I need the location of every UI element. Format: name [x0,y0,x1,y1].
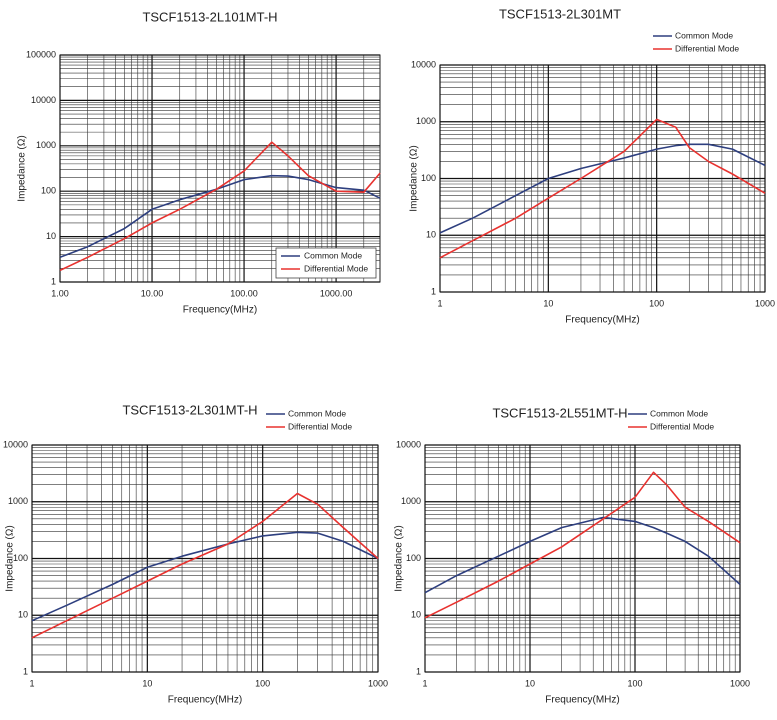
y-axis-label: Impedance (Ω) [409,145,420,211]
y-tick-label: 10 [411,610,421,620]
x-axis-label: Frequency(MHz) [183,305,257,316]
legend-label: Differential Mode [675,43,739,53]
x-tick-label: 1 [422,678,427,688]
y-axis-label: Impedance (Ω) [394,525,405,591]
y-tick-label: 1000 [36,140,56,150]
legend-label: Common Mode [304,250,362,260]
x-tick-label: 100 [649,298,664,308]
y-tick-label: 10000 [396,439,421,449]
chart: 1 10 100 1000 1 10 100 1000 10000 TSCF1513-2L301M… [3,402,388,705]
series-line [59,141,381,272]
x-tick-label: 100 [255,678,270,688]
x-axis-label: Frequency(MHz) [168,695,242,706]
x-tick-label: 100.00 [230,288,258,298]
y-tick-label: 1000 [8,496,28,506]
x-tick-label: 100 [627,678,642,688]
x-tick-label: 1000 [368,678,388,688]
series-line [424,471,741,619]
y-tick-label: 100 [41,186,56,196]
legend-box [275,247,377,279]
x-axis-label: Frequency(MHz) [545,695,619,706]
y-tick-label: 10 [46,231,56,241]
y-tick-label: 10 [18,610,28,620]
chart-title: TSCF1513-2L301MT [499,6,621,21]
y-tick-label: 100000 [26,49,56,59]
y-axis-label: Impedance (Ω) [5,525,16,591]
series-line [439,118,766,259]
y-tick-label: 1000 [401,496,421,506]
legend-label: Common Mode [288,408,346,418]
x-tick-label: 1.00 [51,288,69,298]
y-tick-label: 1 [431,286,436,296]
series-line [439,143,766,234]
legend-label: Differential Mode [650,421,714,431]
x-axis-label: Frequency(MHz) [565,315,639,326]
y-tick-label: 10000 [31,95,56,105]
y-tick-label: 10000 [411,59,436,69]
chart-title: TSCF1513-2L551MT-H [492,405,627,420]
y-tick-label: 100 [406,553,421,563]
y-tick-label: 100 [421,173,436,183]
x-tick-label: 10 [525,678,535,688]
series-line [59,174,381,259]
y-tick-label: 1 [23,666,28,676]
x-tick-label: 10 [142,678,152,688]
x-tick-label: 1 [29,678,34,688]
chart: 1 10 100 1000 1 10 100 1000 10000 TSCF1513-2L301M… [409,6,775,325]
x-tick-label: 1000.00 [320,288,353,298]
legend-label: Common Mode [675,30,733,40]
y-tick-label: 1 [51,276,56,286]
x-tick-label: 1000 [730,678,750,688]
legend-label: Differential Mode [288,421,352,431]
x-tick-label: 10.00 [141,288,164,298]
chart-title: TSCF1513-2L101MT-H [142,9,277,24]
legend-label: Common Mode [650,408,708,418]
series-line [31,492,379,639]
y-tick-label: 1 [416,666,421,676]
y-tick-label: 10000 [3,439,28,449]
y-axis-label: Impedance (Ω) [17,135,28,201]
chart-title: TSCF1513-2L301MT-H [122,402,257,417]
chart: 1 10 100 1000 1 10 100 1000 10000 TSCF1513-2L551M… [394,405,750,705]
x-tick-label: 10 [543,298,553,308]
legend-label: Differential Mode [304,263,368,273]
y-tick-label: 10 [426,230,436,240]
x-tick-label: 1000 [755,298,775,308]
series-line [424,516,741,594]
y-tick-label: 100 [13,553,28,563]
x-tick-label: 1 [437,298,442,308]
y-tick-label: 1000 [416,116,436,126]
chart: 1.00 10.00 100.00 1000.00 1 10 100 1000 10000 100… [17,9,381,316]
